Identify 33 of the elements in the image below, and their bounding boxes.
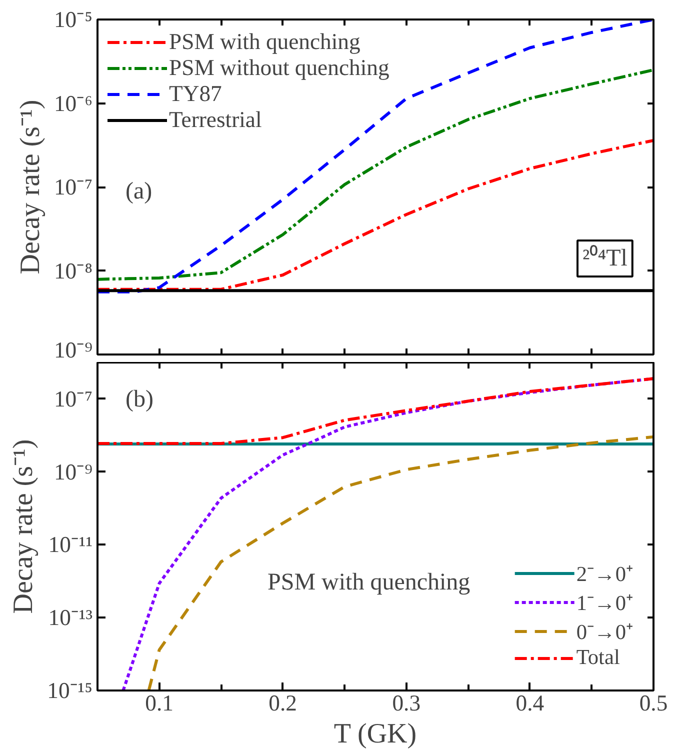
y-tick-label: 10⁻⁶ (54, 90, 93, 116)
legend-label: TY87 (169, 81, 222, 107)
x-tick-label: 0.5 (639, 690, 668, 716)
x-tick-label: 0.1 (145, 690, 174, 716)
y-tick-label: 10⁻¹¹ (48, 532, 93, 558)
y-tick-label: 10⁻¹⁵ (47, 678, 93, 703)
x-tick-label: 0.4 (516, 690, 544, 716)
y-tick-label: 10⁻⁸ (54, 258, 93, 284)
x-axis-title: T (GK) (334, 718, 417, 750)
legend-label: 2⁻→0⁺ (576, 561, 633, 587)
annotation: (b) (126, 386, 154, 412)
y-tick-label: 10⁻⁷ (54, 386, 93, 412)
legend-label: Terrestrial (169, 107, 262, 133)
y-axis-title: Decay rate (s⁻¹) (8, 439, 40, 614)
line-series (98, 138, 654, 291)
line-series (98, 377, 654, 445)
y-tick-label: 10⁻¹³ (48, 605, 93, 630)
y-tick-label: 10⁻⁹ (54, 338, 93, 362)
y-tick-label: 10⁻⁵ (54, 7, 93, 32)
annotation: (a) (126, 178, 152, 204)
x-tick-label: 0.3 (392, 690, 421, 716)
line-series (147, 435, 654, 690)
legend-label: PSM with quenching (169, 29, 360, 55)
x-tick-label: 0.2 (268, 690, 297, 716)
annotation: PSM with quenching (268, 570, 470, 596)
y-axis-title: Decay rate (s⁻¹) (14, 100, 46, 274)
legend-label: 1⁻→0⁺ (576, 590, 633, 616)
legend-label: Total (576, 645, 620, 670)
annotation: ²⁰⁴Tl (582, 244, 628, 272)
legend-label: 0⁻→0⁺ (576, 619, 633, 645)
y-tick-label: 10⁻⁷ (54, 174, 93, 200)
legend-label: PSM without quenching (169, 55, 390, 81)
y-tick-label: 10⁻⁹ (54, 459, 93, 484)
